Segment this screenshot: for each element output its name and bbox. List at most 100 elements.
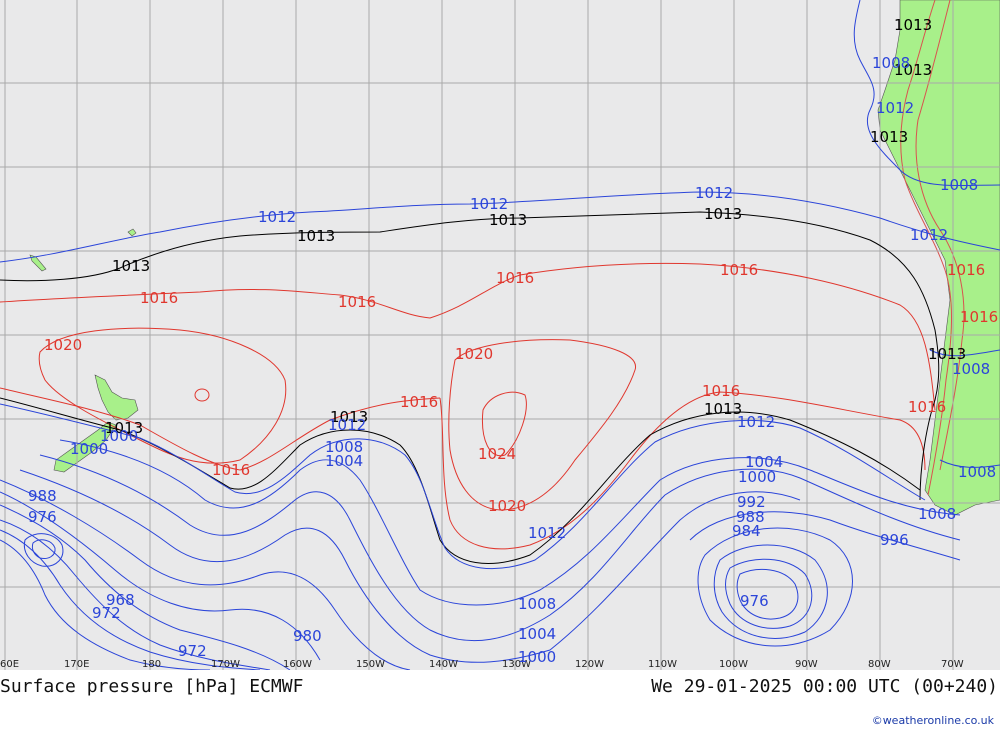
isobar-label: 968 (106, 591, 135, 609)
isobar-980 (0, 529, 799, 670)
south-island-land (53, 421, 117, 473)
isobar-label: 1024 (478, 445, 516, 463)
isobar-label: 976 (740, 592, 769, 610)
map-title: Surface pressure [hPa] ECMWF (0, 676, 304, 697)
isobar-label: 1013 (870, 128, 908, 146)
credit-link[interactable]: ©weatheronline.co.uk (871, 714, 994, 727)
isobar-976 (0, 539, 211, 670)
lon-label-3: 170W (211, 659, 240, 670)
isobar-988 (0, 504, 828, 670)
isobar-label: 1012 (470, 195, 508, 213)
lon-label-5: 150W (356, 659, 385, 670)
lon-label-1: 170E (64, 659, 89, 670)
isobar-label: 1016 (702, 382, 740, 400)
isobar-label: 988 (736, 508, 765, 526)
isobar-label: 1013 (330, 408, 368, 426)
isobar-low-center-b (31, 539, 56, 559)
lon-label-0: 60E (0, 659, 19, 670)
isobar-1004 (39, 454, 961, 642)
graticule (0, 0, 1000, 670)
lon-label-6: 140W (429, 659, 458, 670)
isobar-1008 (59, 439, 961, 606)
isobar-label: 1020 (488, 497, 526, 515)
isobar-label: 1008 (940, 176, 978, 194)
isobar-label: 1013 (489, 211, 527, 229)
isobar-label: 972 (178, 642, 207, 660)
isobar-label: 1000 (70, 440, 108, 458)
isobar-label: 1013 (928, 345, 966, 363)
isobar-label: 1004 (325, 452, 363, 470)
lon-label-4: 160W (283, 659, 312, 670)
isobar-label: 1016 (947, 261, 985, 279)
isobar-1008-coast (929, 349, 1000, 468)
high-pressure-isobars (0, 262, 936, 550)
lon-label-12: 80W (868, 659, 891, 670)
lon-label-11: 90W (795, 659, 818, 670)
isobar-1020-center (448, 339, 636, 511)
isobar-1016-small (194, 388, 210, 402)
land-layer (29, 0, 1000, 516)
isobar-1012-coast (853, 0, 1000, 187)
isobar-label: 1016 (960, 308, 998, 326)
isobar-1016-north (0, 262, 936, 411)
valid-time: We 29-01-2025 00:00 UTC (00+240) (651, 676, 998, 697)
isobar-label: 1013 (894, 16, 932, 34)
isobar-label: 1020 (44, 336, 82, 354)
lon-label-8: 120W (575, 659, 604, 670)
isobar-label: 988 (28, 487, 57, 505)
isobar-label: 1012 (910, 226, 948, 244)
isobar-label: 1004 (745, 453, 783, 471)
isobar-label: 980 (293, 627, 322, 645)
isobar-label: 1004 (518, 625, 556, 643)
isobar-label: 1000 (518, 648, 556, 666)
isobar-label: 1008 (872, 54, 910, 72)
isobar-label: 1012 (737, 413, 775, 431)
isobar-1020-west (38, 327, 287, 464)
isobar-1024 (481, 391, 527, 457)
isobar-label: 1008 (325, 438, 363, 456)
isobar-label: 1008 (958, 463, 996, 481)
isobar-1013-north (0, 211, 940, 501)
isobar-label: 1012 (258, 208, 296, 226)
isobar-1000 (19, 469, 801, 663)
isobar-label: 1016 (496, 269, 534, 287)
isobar-labels: 1013 1013 1013 1013 1013 1013 1013 1013 … (28, 16, 998, 666)
isobar-label: 1012 (695, 184, 733, 202)
map-canvas: 60E 170E 180 170W 160W 150W 140W 130W 12… (0, 0, 1000, 670)
isobar-label: 1013 (894, 61, 932, 79)
isobar-label: 972 (92, 604, 121, 622)
longitude-labels: 60E 170E 180 170W 160W 150W 140W 130W 12… (0, 659, 964, 670)
isobar-label: 1016 (908, 398, 946, 416)
pressure-map: 60E 170E 180 170W 160W 150W 140W 130W 12… (0, 0, 1000, 670)
isobar-992 (0, 491, 853, 661)
isobar-low-center-a (23, 533, 64, 567)
isobar-label: 1012 (876, 99, 914, 117)
isobar-label: 1013 (704, 205, 742, 223)
isobar-label: 1020 (455, 345, 493, 363)
isobar-1016-east (439, 391, 926, 550)
lon-label-10: 100W (719, 659, 748, 670)
isobar-label: 1012 (328, 416, 366, 434)
isobar-label: 1016 (212, 461, 250, 479)
isobar-label: 1012 (528, 524, 566, 542)
isobar-1016-south (0, 387, 441, 471)
isobar-1012-north (0, 191, 1000, 263)
isobar-label: 1016 (720, 261, 758, 279)
isobar-996 (0, 479, 961, 670)
isobar-label: 1013 (112, 257, 150, 275)
isobar-label: 1000 (100, 427, 138, 445)
island-dot-a (127, 228, 137, 237)
isobar-label: 976 (28, 508, 57, 526)
lon-label-13: 70W (941, 659, 964, 670)
isobar-label: 1013 (297, 227, 335, 245)
isobar-label: 1016 (400, 393, 438, 411)
isobar-label: 1008 (518, 595, 556, 613)
isobar-label: 1016 (338, 293, 376, 311)
lon-label-2: 180 (142, 659, 161, 670)
isobar-label: 996 (880, 531, 909, 549)
lon-label-9: 110W (648, 659, 677, 670)
isobar-label: 992 (737, 493, 766, 511)
isobar-label: 1013 (704, 400, 742, 418)
isobar-label: 1008 (952, 360, 990, 378)
